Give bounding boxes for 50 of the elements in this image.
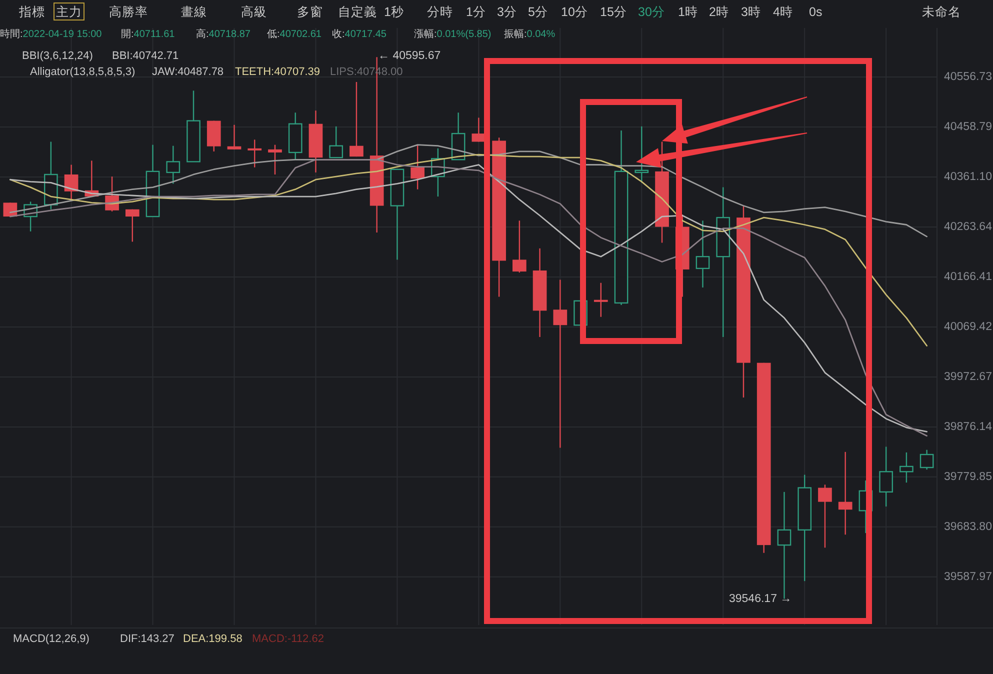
- annotation: 低:40702.61: [267, 29, 322, 40]
- annotation: 時間:2022-04-19 15:00: [0, 29, 102, 40]
- annotation: 多窗: [297, 5, 323, 19]
- annotation: 分時: [427, 5, 453, 19]
- y-tick-label: 39683.80: [944, 520, 992, 533]
- annotation: 1分: [466, 5, 486, 19]
- y-tick-label: 40263.64: [944, 220, 992, 233]
- annotation: 15分: [600, 5, 627, 19]
- annotation: 漲幅:0.01%(5.85): [414, 29, 492, 40]
- annotation: 1秒: [384, 5, 404, 19]
- annotation: 4時: [773, 5, 793, 19]
- annotation: 畫線: [181, 5, 207, 19]
- y-tick-label: 39972.67: [944, 370, 992, 383]
- annotation: BBI:40742.71: [112, 50, 179, 62]
- annotation: 高勝率: [109, 5, 148, 19]
- annotation: 高:40718.87: [196, 29, 250, 40]
- y-tick-label: 39779.85: [944, 470, 992, 483]
- annotation: 1時: [678, 5, 698, 19]
- annotation: DIF:143.27: [120, 633, 174, 645]
- y-tick-label: 40458.79: [944, 121, 992, 134]
- annotation: TEETH:40707.39: [235, 66, 320, 78]
- annotation: MACD(12,26,9): [13, 633, 90, 645]
- y-tick-label: 39587.97: [944, 570, 992, 583]
- annotation: 主力: [56, 5, 82, 19]
- annotation: 收:40717.45: [332, 29, 386, 40]
- annotation: Alligator(13,8,5,8,5,3): [30, 66, 136, 78]
- annotation: 10分: [561, 5, 588, 19]
- annotation: 高級: [241, 5, 267, 19]
- annotation: 30分: [638, 5, 665, 19]
- annotation: 開:40711.61: [121, 29, 175, 40]
- annotation: BBI(3,6,12,24): [22, 50, 93, 62]
- annotation: 5分: [528, 5, 548, 19]
- annotation: 3分: [497, 5, 517, 19]
- annotation: ← 40595.67: [378, 50, 441, 62]
- annotation: 0s: [809, 5, 822, 19]
- annotation: 3時: [741, 5, 761, 19]
- y-tick-label: 40361.10: [944, 171, 992, 183]
- annotation: JAW:40487.78: [152, 66, 224, 78]
- annotation: DEA:199.58: [183, 633, 242, 645]
- annotation: 振幅:0.04%: [504, 29, 556, 40]
- annotation: MACD:-112.62: [252, 633, 324, 645]
- y-tick-label: 39876.14: [944, 420, 992, 433]
- annotation: 自定義: [338, 5, 377, 19]
- annotation: 未命名: [922, 5, 961, 19]
- y-tick-label: 40069.42: [944, 320, 992, 333]
- y-tick-label: 40166.41: [944, 270, 992, 283]
- annotation: 指標: [19, 5, 45, 19]
- annotation: 39546.17 →: [729, 593, 792, 605]
- y-tick-label: 40556.73: [944, 71, 992, 84]
- annotation: 2時: [709, 5, 729, 19]
